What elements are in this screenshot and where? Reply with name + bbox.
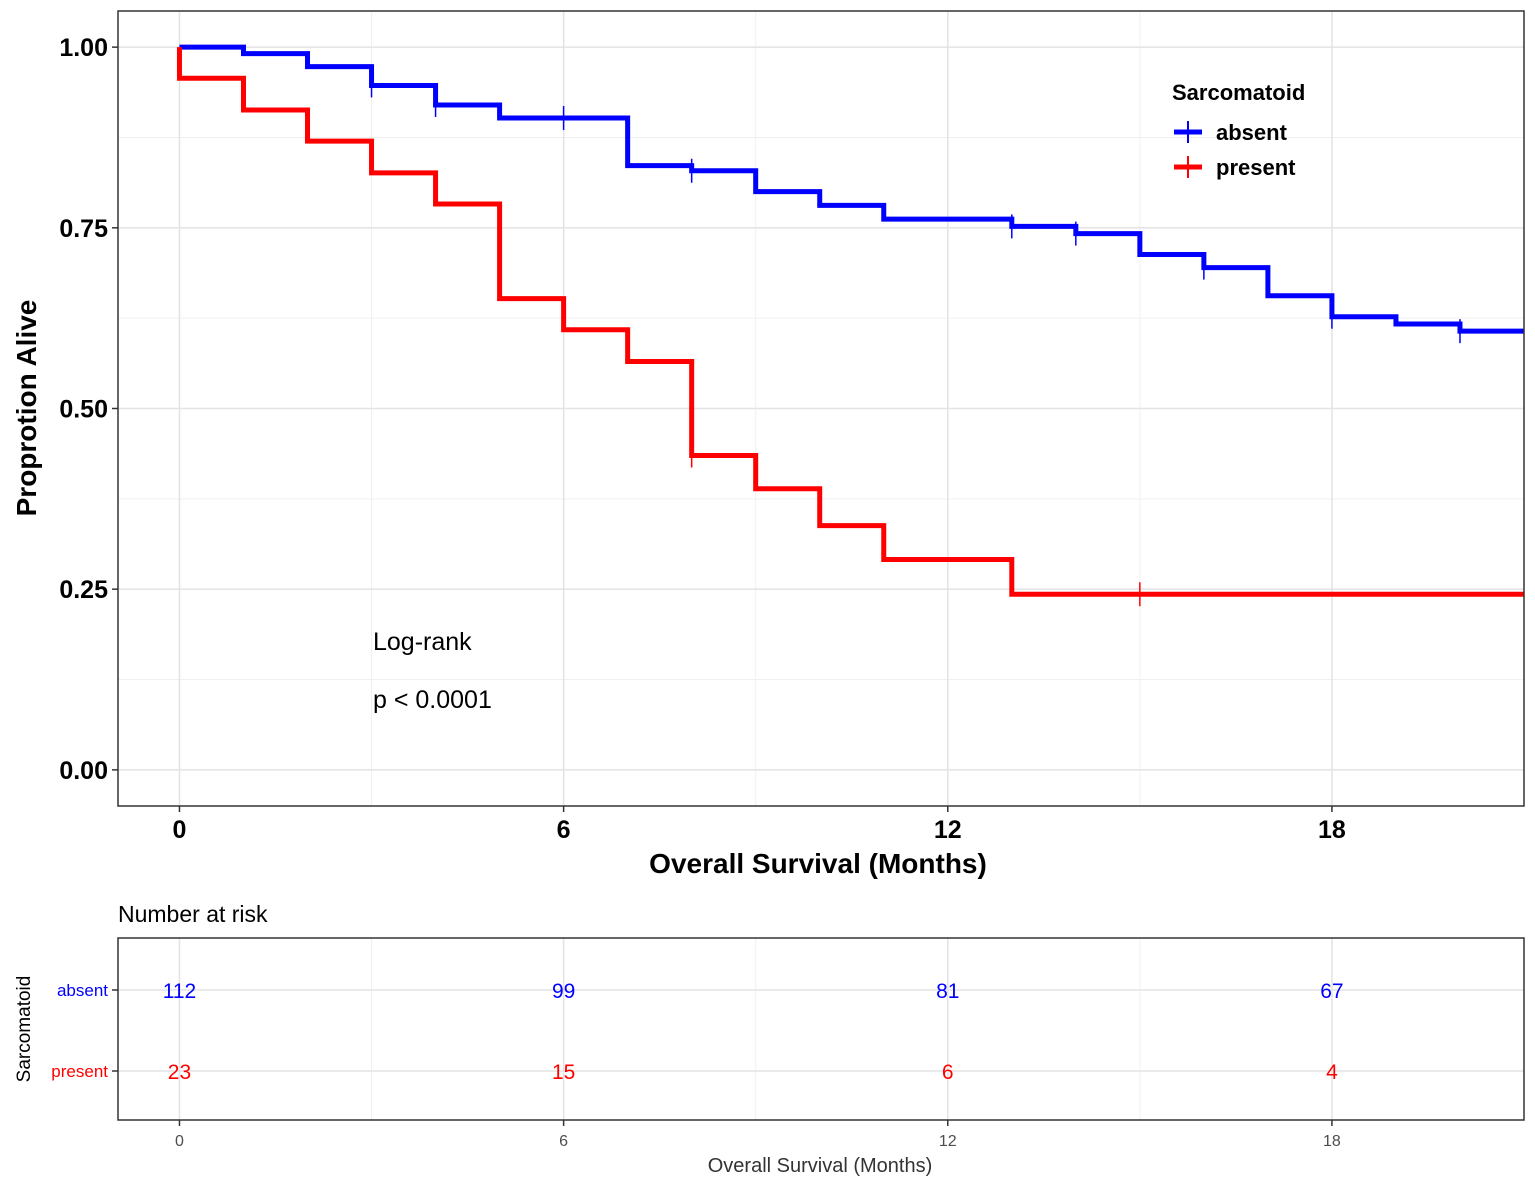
risk-table-x-ticks: 0 6 12 18 [175,1120,1341,1150]
survival-curve-absent [179,44,1524,334]
risk-count: 15 [552,1061,575,1084]
y-tick-label: 0.00 [59,757,108,785]
y-axis-title: Proprotion Alive [11,300,42,517]
y-tick-label: 0.75 [59,215,108,243]
y-tick-label: 0.25 [59,576,108,604]
x-axis-ticks: 0 6 12 18 [173,806,1346,844]
risk-x-tick-label: 6 [559,1133,568,1150]
x-tick-label: 0 [173,816,187,844]
risk-table: Number at risk absent 112 99 81 67 present 23 1… [14,901,1525,1177]
risk-table-rows: absent 112 99 81 67 present 23 15 6 4 [51,980,1343,1084]
risk-x-tick-label: 18 [1323,1133,1341,1150]
legend-label: absent [1216,120,1288,145]
risk-table-gridlines [118,938,1525,1120]
legend-label: present [1216,155,1296,180]
risk-count: 99 [552,980,575,1003]
risk-row-absent: absent 112 99 81 67 [57,980,1344,1003]
survival-curves [176,44,1524,597]
x-tick-label: 12 [934,816,962,844]
risk-count: 81 [936,980,959,1003]
y-tick-label: 1.00 [59,34,108,62]
risk-row-label: absent [57,981,108,1000]
legend: Sarcomatoid absent present [1172,80,1305,180]
y-axis-ticks: 0.00 0.25 0.50 0.75 1.00 [59,34,118,785]
legend-entry-present: present [1174,155,1296,180]
y-tick-label: 0.50 [59,396,108,424]
x-tick-label: 18 [1318,816,1346,844]
risk-row-label: present [51,1062,108,1081]
risk-count: 67 [1320,980,1343,1003]
risk-row-present: present 23 15 6 4 [51,1061,1338,1084]
survival-plot: 0.00 0.25 0.50 0.75 1.00 0 6 12 18 Proprotion A… [11,10,1525,879]
legend-title: Sarcomatoid [1172,80,1305,105]
p-value-label: p < 0.0001 [373,686,492,714]
risk-table-border [117,937,1525,1121]
risk-count: 6 [942,1061,954,1084]
risk-x-tick-label: 12 [939,1133,957,1150]
x-tick-label: 6 [557,816,571,844]
risk-table-y-title: Sarcomatoid [14,976,35,1083]
logrank-label: Log-rank [373,628,472,656]
legend-entries: absent present [1174,120,1296,180]
censor-marks [370,73,1461,607]
risk-count: 112 [163,980,196,1003]
legend-entry-absent: absent [1174,120,1288,145]
risk-count: 23 [168,1061,191,1084]
risk-x-tick-label: 0 [175,1133,184,1150]
risk-count: 4 [1326,1061,1338,1084]
risk-table-title: Number at risk [118,901,268,927]
survival-gridlines [118,11,1525,806]
x-axis-title: Overall Survival (Months) [649,848,987,879]
risk-table-x-title: Overall Survival (Months) [708,1155,933,1177]
survival-curve-present [176,47,1524,597]
